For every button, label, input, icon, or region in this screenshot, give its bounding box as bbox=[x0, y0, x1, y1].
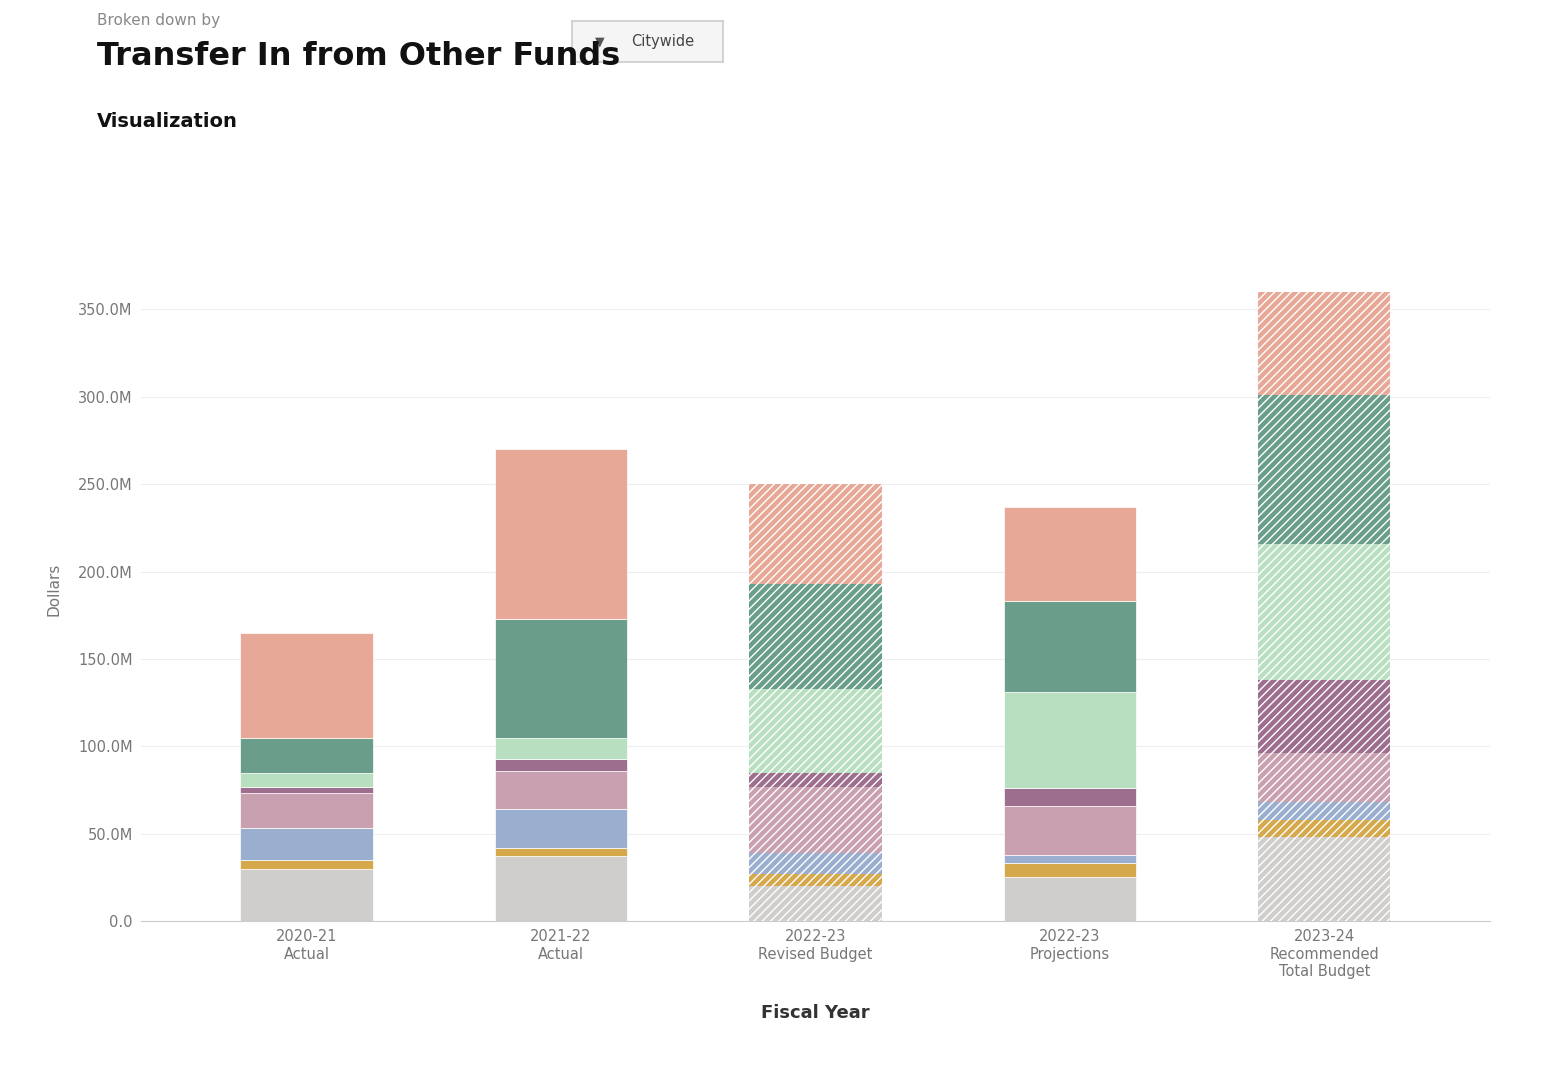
Text: Broken down by: Broken down by bbox=[97, 13, 221, 28]
Bar bbox=[495, 449, 627, 619]
Bar bbox=[1258, 544, 1391, 680]
Bar bbox=[750, 786, 881, 853]
Bar bbox=[240, 860, 373, 869]
Bar bbox=[1258, 395, 1391, 544]
Bar bbox=[495, 619, 627, 738]
Bar bbox=[495, 847, 627, 857]
Bar bbox=[1258, 395, 1391, 544]
Bar bbox=[495, 857, 627, 921]
Bar bbox=[1258, 819, 1391, 838]
Bar bbox=[1258, 753, 1391, 802]
Bar bbox=[495, 771, 627, 810]
Bar bbox=[750, 853, 881, 874]
Bar bbox=[750, 886, 881, 921]
Text: ▼: ▼ bbox=[594, 35, 604, 48]
Bar bbox=[1004, 805, 1135, 855]
Bar bbox=[750, 853, 881, 874]
Bar bbox=[1258, 292, 1391, 395]
Bar bbox=[240, 772, 373, 786]
Bar bbox=[750, 484, 881, 584]
Bar bbox=[240, 633, 373, 738]
Bar bbox=[750, 689, 881, 772]
Bar bbox=[1258, 819, 1391, 838]
Bar bbox=[750, 874, 881, 886]
Bar bbox=[495, 810, 627, 847]
Bar bbox=[1258, 802, 1391, 819]
Bar bbox=[750, 772, 881, 786]
Bar bbox=[1258, 838, 1391, 921]
Bar bbox=[240, 829, 373, 860]
Bar bbox=[750, 689, 881, 772]
Bar bbox=[1004, 855, 1135, 863]
X-axis label: Fiscal Year: Fiscal Year bbox=[760, 1005, 870, 1022]
Bar bbox=[1258, 680, 1391, 753]
Bar bbox=[1258, 544, 1391, 680]
Bar bbox=[750, 484, 881, 584]
Bar bbox=[1004, 692, 1135, 788]
Bar bbox=[495, 738, 627, 758]
Bar bbox=[750, 786, 881, 853]
Bar bbox=[1258, 680, 1391, 753]
Text: Citywide: Citywide bbox=[630, 34, 695, 49]
Bar bbox=[495, 758, 627, 771]
Bar bbox=[750, 886, 881, 921]
Bar bbox=[240, 794, 373, 829]
Bar bbox=[1004, 788, 1135, 805]
Bar bbox=[1004, 601, 1135, 692]
Bar bbox=[1258, 838, 1391, 921]
Bar bbox=[750, 874, 881, 886]
Text: Visualization: Visualization bbox=[97, 112, 238, 132]
Bar bbox=[750, 584, 881, 689]
Bar bbox=[240, 738, 373, 772]
Bar bbox=[1258, 292, 1391, 395]
Y-axis label: Dollars: Dollars bbox=[47, 562, 61, 616]
Bar bbox=[1004, 863, 1135, 877]
Bar bbox=[240, 869, 373, 921]
Text: Transfer In from Other Funds: Transfer In from Other Funds bbox=[97, 41, 621, 72]
Bar bbox=[1258, 802, 1391, 819]
Bar bbox=[1004, 877, 1135, 921]
Bar bbox=[750, 584, 881, 689]
Bar bbox=[750, 772, 881, 786]
Bar bbox=[1258, 753, 1391, 802]
Bar bbox=[240, 786, 373, 794]
Bar bbox=[1004, 507, 1135, 601]
